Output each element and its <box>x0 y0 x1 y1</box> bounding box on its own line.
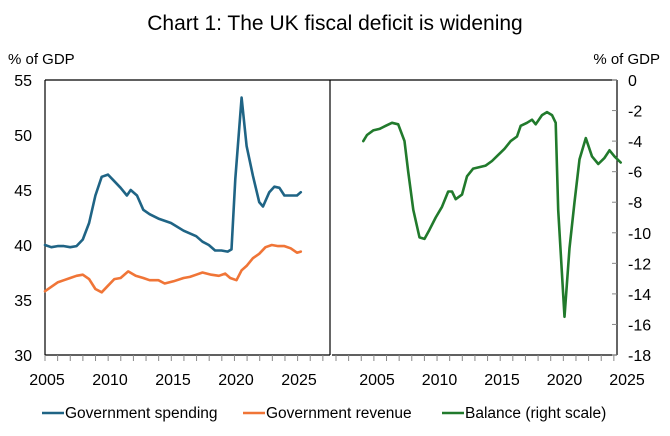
right-x-tick-label: 2020 <box>547 372 583 389</box>
series-line-government-revenue <box>43 243 303 294</box>
left-y-tick-label: 50 <box>14 128 32 145</box>
right-y-tick-label: -2 <box>628 104 642 121</box>
legend: Government spending Government revenue Bal… <box>42 405 606 422</box>
left-x-tick-label: 2015 <box>155 372 191 389</box>
chart-title: Chart 1: The UK fiscal deficit is wideni… <box>147 12 522 35</box>
right-y-tick-label: -12 <box>628 256 651 273</box>
right-y-tick-label: -8 <box>628 195 642 212</box>
left-panel: 30 35 40 45 50 55 2005 2010 2015 2020 2025 <box>14 73 330 389</box>
left-y-tick-label: 35 <box>14 293 32 310</box>
left-y-tick-label: 55 <box>14 73 32 90</box>
legend-label: Government revenue <box>266 405 412 422</box>
series-line-government-spending <box>43 96 303 253</box>
left-x-tick-label: 2010 <box>92 372 128 389</box>
left-y-tick-label: 40 <box>14 238 32 255</box>
right-y-tick-label: -4 <box>628 134 642 151</box>
series-line-balance-right-scale <box>362 110 622 319</box>
right-x-tick-label: 2015 <box>484 372 520 389</box>
right-y-tick-label: -6 <box>628 165 642 182</box>
right-y-tick-label: 0 <box>628 73 637 90</box>
right-x-tick-label: 2025 <box>609 372 645 389</box>
left-y-tick-label: 30 <box>14 348 32 365</box>
left-x-tick-label: 2020 <box>218 372 254 389</box>
right-y-tick-label: -16 <box>628 317 651 334</box>
left-axis-unit-label: % of GDP <box>8 51 75 68</box>
left-x-tick-label: 2005 <box>29 372 65 389</box>
right-x-tick-label: 2005 <box>359 372 395 389</box>
right-y-tick-label: -18 <box>628 348 651 365</box>
left-y-tick-label: 45 <box>14 183 32 200</box>
right-x-tick-label: 2010 <box>422 372 458 389</box>
legend-label: Balance (right scale) <box>465 405 606 422</box>
right-y-tick-label: -10 <box>628 226 651 243</box>
right-y-tick-label: -14 <box>628 287 651 304</box>
left-x-tick-label: 2025 <box>281 372 317 389</box>
right-axis-unit-label: % of GDP <box>593 51 660 68</box>
legend-label: Government spending <box>65 405 218 422</box>
right-panel: -18 -16 -14 -12 -10 -8 -6 -4 -2 0 2005 2010 2015 2020… <box>330 73 651 389</box>
